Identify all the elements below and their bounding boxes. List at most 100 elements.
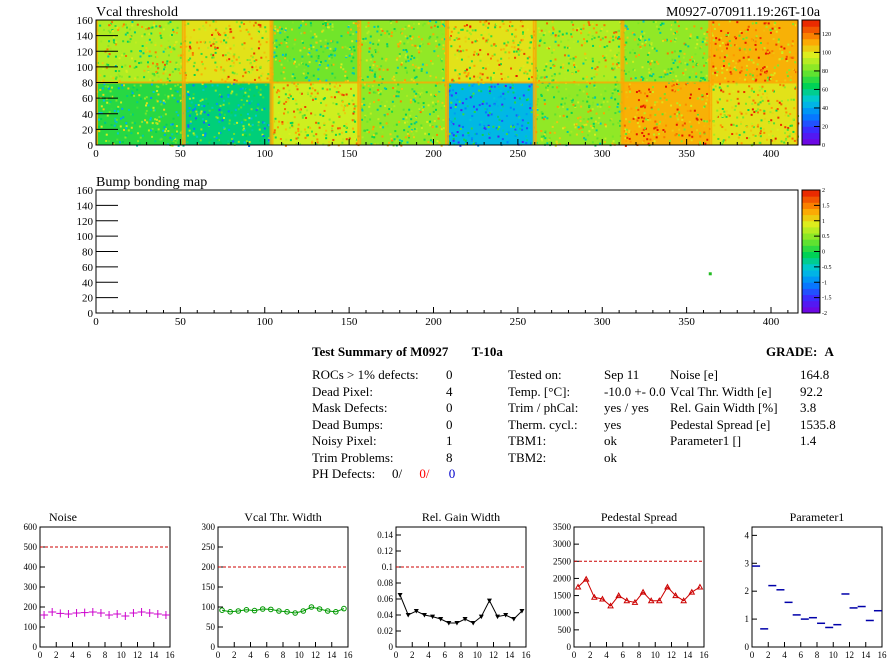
pixel-speck — [160, 44, 163, 47]
pixel-speck — [280, 42, 283, 45]
pixel-speck — [360, 43, 363, 46]
pixel-speck — [764, 52, 767, 55]
pixel-speck — [604, 125, 607, 128]
pixel-speck — [254, 82, 257, 85]
pixel-speck — [487, 124, 490, 127]
pixel-speck — [571, 100, 574, 103]
pixel-speck — [115, 118, 118, 121]
pixel-speck — [374, 143, 377, 146]
pixel-speck — [746, 125, 749, 128]
pixel-speck — [248, 141, 251, 144]
pixel-speck — [238, 25, 241, 28]
pixel-speck — [728, 40, 731, 43]
pixel-speck — [776, 128, 779, 131]
pixel-speck — [295, 102, 298, 105]
mini-frame — [39, 526, 171, 648]
pixel-speck — [399, 42, 402, 45]
palette-tick-label: 1.5 — [822, 203, 830, 209]
pixel-speck — [212, 56, 215, 59]
pixel-speck — [597, 35, 600, 38]
pixel-speck — [247, 72, 250, 75]
pixel-speck — [765, 25, 768, 28]
pixel-speck — [773, 72, 776, 75]
bump-defect-point — [708, 272, 712, 276]
pixel-speck — [410, 118, 413, 121]
pixel-speck — [215, 116, 218, 119]
pixel-speck — [397, 45, 400, 48]
pixel-speck — [482, 23, 485, 26]
pixel-speck — [737, 60, 740, 63]
pixel-speck — [747, 25, 750, 28]
pixel-speck — [561, 97, 564, 100]
palette-tick-label: -0.5 — [822, 265, 832, 271]
pixel-speck — [601, 37, 604, 40]
pixel-speck — [114, 77, 117, 80]
palette-cell — [802, 282, 820, 289]
roc-edge — [708, 20, 711, 83]
pixel-speck — [777, 116, 780, 119]
pixel-speck — [437, 117, 440, 120]
pixel-speck — [157, 128, 160, 131]
pixel-speck — [368, 50, 371, 53]
pixel-speck — [654, 126, 657, 129]
pixel-speck — [540, 94, 543, 97]
pixel-speck — [256, 21, 259, 24]
pixel-speck — [562, 127, 565, 130]
pixel-speck — [303, 46, 306, 49]
pixel-speck — [258, 40, 261, 43]
pixel-speck — [383, 114, 386, 117]
pixel-speck — [413, 122, 416, 125]
pixel-speck — [345, 93, 348, 96]
pixel-speck — [727, 64, 730, 67]
pixel-speck — [525, 68, 528, 71]
pixel-speck — [237, 82, 240, 85]
pixel-speck — [737, 136, 740, 139]
pixel-speck — [166, 128, 169, 131]
y-tick-label: 2 — [745, 586, 750, 596]
pixel-speck — [668, 139, 671, 142]
pixel-speck — [596, 137, 599, 140]
pixel-speck — [233, 122, 236, 125]
pixel-speck — [293, 60, 296, 63]
pixel-speck — [125, 69, 128, 72]
y-tick-label: 20 — [82, 124, 94, 136]
pixel-speck — [169, 21, 172, 24]
pixel-speck — [186, 60, 189, 63]
pixel-speck — [294, 131, 297, 134]
pixel-speck — [693, 59, 696, 62]
pixel-speck — [591, 60, 594, 63]
pixel-speck — [751, 102, 754, 105]
pixel-speck — [783, 141, 786, 144]
pixel-speck — [109, 31, 112, 34]
pixel-speck — [507, 131, 510, 134]
pixel-speck — [731, 106, 734, 109]
pixel-speck — [583, 41, 586, 44]
pixel-speck — [593, 36, 596, 39]
pixel-speck — [301, 58, 304, 61]
pixel-speck — [591, 126, 594, 129]
pixel-speck — [400, 63, 403, 66]
pixel-speck — [687, 45, 690, 48]
pixel-speck — [528, 41, 531, 44]
pixel-speck — [325, 104, 328, 107]
pixel-speck — [493, 97, 496, 100]
pixel-speck — [750, 87, 753, 90]
pixel-speck — [325, 79, 328, 82]
pixel-speck — [363, 103, 366, 106]
mini-chart-title: Vcal Thr. Width — [244, 510, 321, 524]
pixel-speck — [138, 125, 141, 128]
pixel-speck — [341, 100, 344, 103]
pixel-speck — [214, 47, 217, 50]
pixel-speck — [554, 144, 557, 147]
pixel-speck — [218, 109, 221, 112]
pixel-speck — [98, 118, 101, 121]
pixel-speck — [568, 46, 571, 49]
data-point — [421, 613, 427, 618]
pixel-speck — [452, 123, 455, 126]
pixel-speck — [789, 75, 792, 78]
pixel-speck — [362, 86, 365, 89]
pixel-speck — [252, 24, 255, 27]
pixel-speck — [257, 23, 260, 26]
pixel-speck — [421, 108, 424, 111]
pixel-speck — [329, 42, 332, 45]
